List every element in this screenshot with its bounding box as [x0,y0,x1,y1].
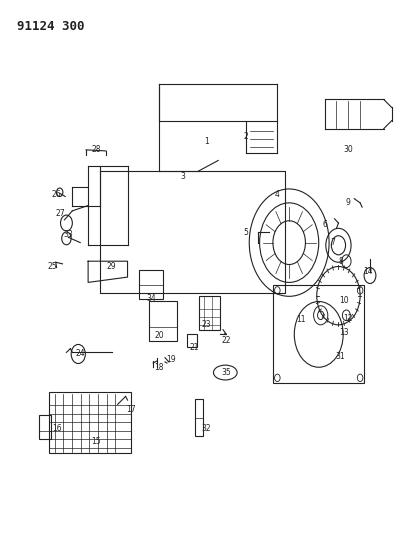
Bar [187,334,197,347]
Text: 29: 29 [107,262,117,271]
Text: 31: 31 [335,352,345,361]
Text: 28: 28 [91,146,101,155]
Text: 11: 11 [296,315,306,324]
Text: 10: 10 [339,296,349,305]
Text: 91124 300: 91124 300 [17,20,85,33]
Text: 7: 7 [330,238,335,247]
Text: 30: 30 [343,146,353,155]
Text: 18: 18 [154,363,164,372]
Text: 3: 3 [180,172,185,181]
Text: 17: 17 [127,405,136,414]
Text: 8: 8 [338,257,343,265]
Bar [139,270,163,300]
Text: 4: 4 [275,190,280,199]
Text: 2: 2 [243,132,248,141]
Text: 23: 23 [202,320,211,329]
Bar [195,399,203,436]
Bar [274,285,364,383]
Text: 13: 13 [339,328,349,337]
Text: 32: 32 [202,424,211,433]
Bar [198,296,220,330]
Text: 27: 27 [56,209,66,218]
Text: 19: 19 [166,355,176,364]
Bar [49,392,131,453]
Text: 21: 21 [190,343,199,352]
Text: 15: 15 [91,437,101,446]
Bar [39,415,52,439]
Text: 9: 9 [346,198,351,207]
Text: 22: 22 [222,336,231,345]
Text: 35: 35 [221,368,231,377]
Text: 5: 5 [243,228,248,237]
Text: 24: 24 [75,350,85,359]
Text: 16: 16 [52,424,62,433]
Text: 34: 34 [146,294,156,303]
Text: 6: 6 [322,220,327,229]
Text: 12: 12 [343,314,353,323]
Text: 25: 25 [48,262,58,271]
Text: 20: 20 [154,331,164,340]
Text: 1: 1 [204,138,209,147]
Bar [149,301,177,341]
Text: 26: 26 [52,190,62,199]
Text: 14: 14 [363,268,373,276]
Text: 33: 33 [64,230,73,239]
